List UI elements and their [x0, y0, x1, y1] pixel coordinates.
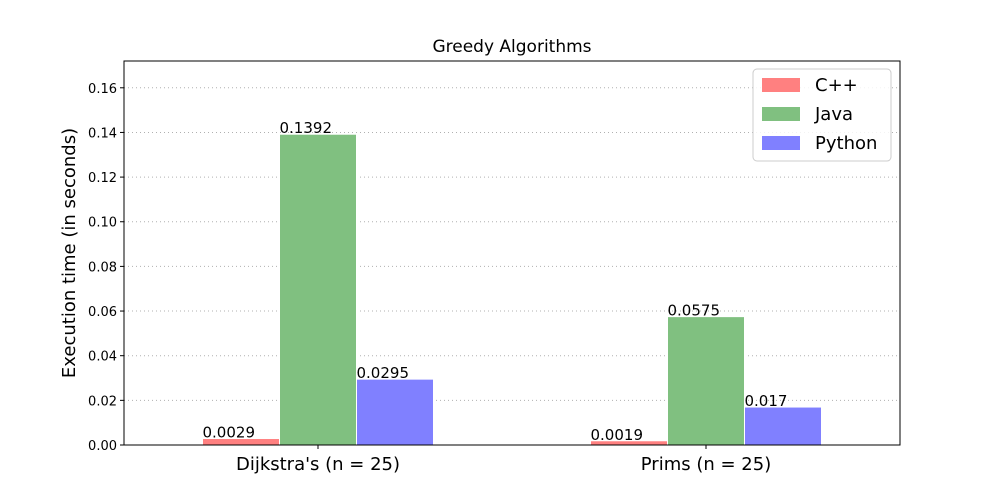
data-label: 0.0295	[357, 364, 410, 382]
y-tick-label: 0.16	[88, 82, 117, 97]
bar-java-1	[667, 316, 745, 446]
legend-label: Python	[815, 133, 877, 154]
x-axis: Dijkstra's (n = 25) Prims (n = 25)	[236, 445, 771, 475]
y-tick-label: 0.12	[88, 171, 117, 186]
data-label: 0.0029	[203, 424, 256, 442]
bar-java-0	[279, 133, 357, 446]
y-tick-label: 0.08	[88, 260, 117, 275]
legend: C++ Java Python	[752, 68, 892, 162]
data-labels: 0.0029 0.1392 0.0295 0.0019 0.0575 0.017	[203, 119, 788, 444]
legend-swatch	[762, 78, 800, 92]
y-tick-label: 0.04	[88, 350, 117, 365]
y-tick-label: 0.06	[88, 305, 117, 320]
y-tick-label: 0.14	[88, 126, 117, 141]
x-category-label: Dijkstra's (n = 25)	[236, 454, 400, 475]
legend-label: Java	[814, 104, 853, 125]
y-tick-label: 0.02	[88, 394, 117, 409]
x-category-label: Prims (n = 25)	[641, 454, 771, 475]
chart-title: Greedy Algorithms	[432, 37, 591, 57]
plot-area-frame	[123, 60, 901, 446]
legend-swatch	[762, 107, 800, 121]
y-axis: 0.00 0.02 0.04 0.06 0.08 0.10 0.12 0.14 0.16	[88, 82, 124, 454]
data-label: 0.0575	[668, 302, 721, 320]
data-label: 0.0019	[591, 426, 644, 444]
legend-label: C++	[815, 75, 858, 96]
y-axis-title: Execution time (in seconds)	[59, 128, 80, 378]
bar-python-1	[744, 406, 822, 446]
data-label: 0.017	[745, 392, 788, 410]
y-tick-label: 0.00	[88, 439, 117, 454]
legend-swatch	[762, 136, 800, 150]
y-tick-label: 0.10	[88, 216, 117, 231]
bar-python-0	[356, 378, 434, 446]
data-label: 0.1392	[280, 119, 333, 137]
bars	[202, 133, 822, 446]
